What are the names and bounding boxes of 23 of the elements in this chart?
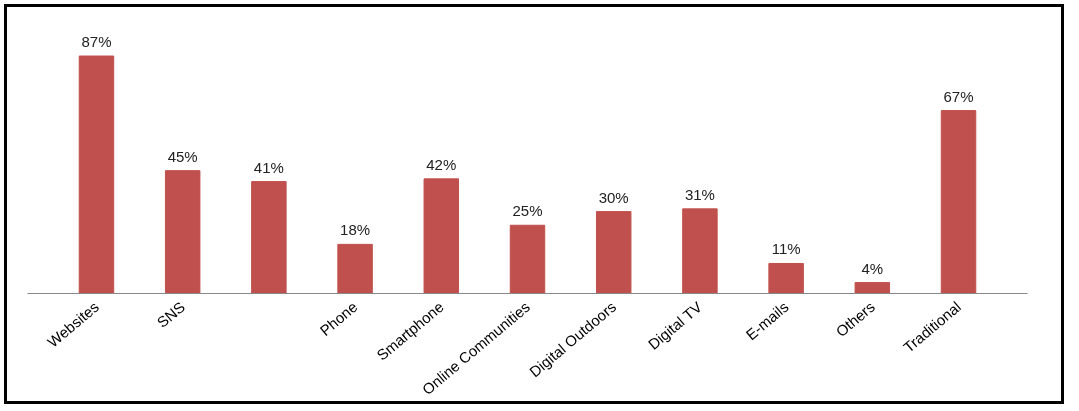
bar	[509, 224, 546, 294]
bar	[595, 211, 632, 294]
bar	[78, 55, 115, 294]
data-label: 11%	[771, 240, 801, 258]
bar	[251, 181, 287, 294]
data-label: 31%	[684, 185, 715, 203]
x-tick-label: SNS	[153, 298, 189, 331]
data-label: 30%	[598, 188, 629, 206]
data-label: 87%	[81, 33, 112, 50]
data-label: 4%	[861, 259, 884, 277]
bar	[337, 243, 373, 294]
data-label: 41%	[253, 158, 284, 176]
bar	[423, 178, 460, 294]
data-label: 25%	[512, 202, 543, 220]
data-label: 18%	[340, 221, 371, 239]
data-label: 45%	[167, 147, 198, 165]
bar	[164, 170, 201, 294]
bar	[682, 208, 718, 294]
bar	[854, 282, 891, 294]
bar	[768, 262, 804, 294]
bar	[940, 110, 977, 294]
data-label: 42%	[426, 155, 457, 173]
data-label: 67%	[943, 87, 974, 105]
